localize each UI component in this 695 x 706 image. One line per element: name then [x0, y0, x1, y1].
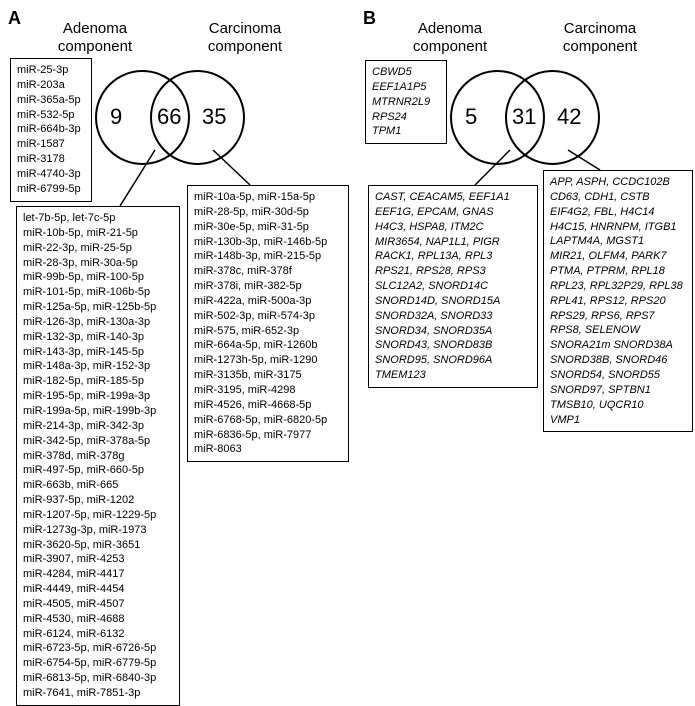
panel-b-connectors [0, 0, 695, 689]
